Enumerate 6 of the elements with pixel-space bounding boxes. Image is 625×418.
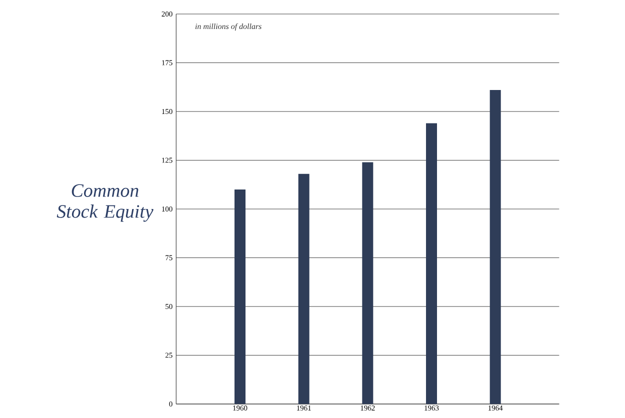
bar xyxy=(362,162,374,404)
bar xyxy=(426,123,437,404)
bar xyxy=(234,189,246,404)
text: Common Stock Equity xyxy=(56,184,154,222)
bar xyxy=(298,174,310,404)
bar xyxy=(490,90,501,404)
